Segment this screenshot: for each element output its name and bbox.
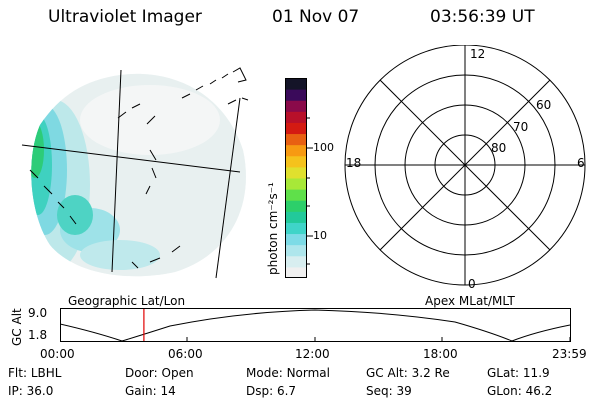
colorbar-label: photon cm⁻²s⁻¹ bbox=[266, 182, 280, 275]
timeline-left-caption: Geographic Lat/Lon bbox=[68, 294, 186, 308]
info-door-value: Open bbox=[161, 366, 194, 380]
timeline-xtick-4: 23:59 bbox=[552, 347, 587, 361]
colorbar-segment bbox=[285, 100, 307, 112]
polar-label-bottom: 0 bbox=[468, 277, 476, 291]
colorbar-segment bbox=[285, 111, 307, 123]
info-gc-alt: GC Alt: 3.2 Re bbox=[366, 366, 450, 380]
timeline-right-caption: Apex MLat/MLT bbox=[425, 294, 515, 308]
colorbar-tick-100: 100 bbox=[313, 141, 334, 154]
colorbar-segment bbox=[285, 189, 307, 201]
info-door: Door: Open bbox=[125, 366, 194, 380]
info-mode-value: Normal bbox=[286, 366, 330, 380]
colorbar-segment bbox=[285, 255, 307, 268]
altitude-timeline bbox=[60, 308, 571, 342]
timeline-xtick-3: 18:00 bbox=[423, 347, 458, 361]
info-dsp-value: 6.7 bbox=[276, 384, 297, 398]
colorbar-segment bbox=[285, 166, 307, 179]
auroral-emission bbox=[31, 73, 246, 277]
info-glon-value: 46.2 bbox=[525, 384, 553, 398]
info-flt-label: Flt: bbox=[8, 366, 27, 380]
colorbar-segment bbox=[285, 266, 307, 278]
info-gc-alt-value: 3.2 Re bbox=[411, 366, 450, 380]
timeline-xtick-1: 06:00 bbox=[168, 347, 203, 361]
timeline-xtick-2: 12:00 bbox=[295, 347, 330, 361]
info-glon: GLon: 46.2 bbox=[487, 384, 552, 398]
info-dsp-label: Dsp: bbox=[246, 384, 274, 398]
info-glat-value: 11.9 bbox=[522, 366, 550, 380]
instrument-title: Ultraviolet Imager bbox=[48, 7, 202, 27]
colorbar-segment bbox=[285, 89, 307, 101]
colorbar-segment bbox=[285, 155, 307, 168]
polar-lat-70: 70 bbox=[513, 120, 529, 134]
info-dsp: Dsp: 6.7 bbox=[246, 384, 296, 398]
info-glon-label: GLon: bbox=[487, 384, 522, 398]
altitude-curve bbox=[60, 309, 571, 342]
info-gain-value: 14 bbox=[160, 384, 176, 398]
info-ip: IP: 36.0 bbox=[8, 384, 53, 398]
polar-label-right: 6 bbox=[577, 156, 585, 170]
info-glat-label: GLat: bbox=[487, 366, 520, 380]
date-label: 01 Nov 07 bbox=[272, 7, 360, 27]
colorbar-tick-10: 10 bbox=[313, 229, 327, 242]
info-gc-alt-label: GC Alt: bbox=[366, 366, 408, 380]
timeline-ytick-bottom: 1.8 bbox=[28, 328, 48, 342]
colorbar-segment bbox=[285, 78, 307, 90]
timeline-xtick-0: 00:00 bbox=[40, 347, 75, 361]
info-seq-label: Seq: bbox=[366, 384, 393, 398]
colorbar-segment bbox=[285, 178, 307, 190]
colorbar-segment bbox=[285, 144, 307, 157]
colorbar-segment bbox=[285, 222, 307, 235]
info-flt: Flt: LBHL bbox=[8, 366, 61, 380]
info-gain-label: Gain: bbox=[125, 384, 157, 398]
time-label: 03:56:39 UT bbox=[430, 7, 535, 27]
polar-label-top: 12 bbox=[470, 47, 486, 61]
colorbar-segment bbox=[285, 233, 307, 246]
info-seq: Seq: 39 bbox=[366, 384, 412, 398]
geographic-grid bbox=[21, 67, 249, 279]
polar-lat-60: 60 bbox=[536, 98, 552, 112]
polar-lat-80: 80 bbox=[491, 141, 507, 155]
info-ip-label: IP: bbox=[8, 384, 23, 398]
info-door-label: Door: bbox=[125, 366, 158, 380]
polar-label-left: 18 bbox=[346, 156, 362, 170]
polar-diagonal-2 bbox=[379, 79, 551, 251]
colorbar-segment bbox=[285, 200, 307, 212]
colorbar-border bbox=[285, 78, 307, 278]
colorbar bbox=[285, 78, 307, 278]
timeline-ylabel: GC Alt bbox=[10, 308, 24, 346]
colorbar-axis bbox=[307, 117, 313, 265]
info-gain: Gain: 14 bbox=[125, 384, 176, 398]
polar-plot bbox=[344, 45, 586, 286]
info-mode-label: Mode: bbox=[246, 366, 283, 380]
colorbar-segment bbox=[285, 244, 307, 257]
info-ip-value: 36.0 bbox=[26, 384, 54, 398]
colorbar-segment bbox=[285, 211, 307, 223]
info-mode: Mode: Normal bbox=[246, 366, 330, 380]
info-flt-value: LBHL bbox=[30, 366, 62, 380]
info-seq-value: 39 bbox=[396, 384, 412, 398]
colorbar-segment bbox=[285, 122, 307, 135]
timeline-ytick-top: 9.0 bbox=[28, 306, 48, 320]
info-glat: GLat: 11.9 bbox=[487, 366, 550, 380]
colorbar-segment bbox=[285, 133, 307, 146]
